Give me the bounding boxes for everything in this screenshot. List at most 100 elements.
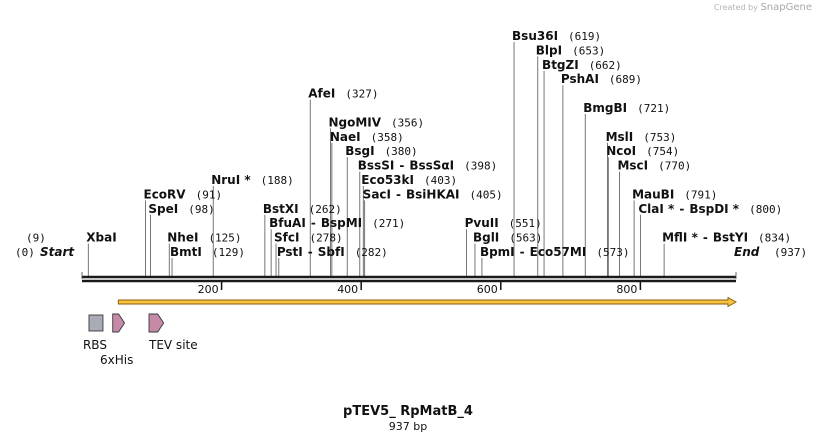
site-name[interactable]: NaeI [330,130,361,144]
site-label[interactable]: NgoMIV (356) [328,115,424,129]
site-label[interactable]: SpeI (98) [148,202,214,216]
site-name[interactable]: NruI * [211,173,251,187]
site-name[interactable]: PstI [277,245,303,259]
ruler-tick-label: 600 [477,283,498,296]
site-pair-name[interactable]: BstYI [713,231,748,245]
ruler-tick-label: 400 [337,283,358,296]
site-label[interactable]: PstI - SbfI (282) [277,245,388,259]
site-pair-separator: - [311,216,316,230]
site-label[interactable]: ClaI * - BspDI * (800) [638,202,782,216]
site-pair-name[interactable]: BspMI [321,216,362,230]
site-name[interactable]: MslI [606,130,634,144]
orf-arrow-shape[interactable] [117,296,737,308]
site-name[interactable]: NcoI [606,144,636,158]
site-name[interactable]: MflI * [662,231,698,245]
site-label[interactable]: MslI (753) [606,130,677,144]
orf-arrow[interactable] [117,296,737,308]
site-label[interactable]: PvuII (551) [465,216,542,230]
site-position: (662) [589,59,622,72]
site-label[interactable]: BpmI - Eco57MI (573) [480,245,630,259]
site-name[interactable]: SpeI [148,202,178,216]
site-label[interactable]: NruI * (188) [211,173,294,187]
site-label[interactable]: EcoRV (91) [144,187,223,201]
site-label[interactable]: Eco53kI (403) [361,173,457,187]
site-position: (98) [188,203,215,216]
site-position: (358) [371,131,404,144]
site-position: (834) [758,232,791,245]
site-label[interactable]: SacI - BsiHKAI (405) [363,187,503,201]
site-name[interactable]: BlpI [536,43,562,57]
site-label[interactable]: SfcI (278) [274,231,343,245]
start-label[interactable]: Start [40,245,75,259]
site-position: (188) [261,174,294,187]
plasmid-length: 937 bp [389,420,427,433]
site-position: (405) [470,188,503,201]
site-position: (91) [196,188,223,201]
site-position: (282) [355,246,388,259]
site-position: (356) [391,116,424,129]
site-name[interactable]: SfcI [274,231,299,245]
site-name[interactable]: BglI [473,231,499,245]
feature-rbs[interactable]: RBS [83,314,107,352]
site-name[interactable]: BfuAI [269,216,306,230]
site-name[interactable]: EcoRV [144,187,187,201]
site-name[interactable]: PshAI [561,72,599,86]
site-label[interactable]: BmgBI (721) [583,101,670,115]
site-label[interactable]: AfeI (327) [308,87,378,101]
site-label[interactable]: MscI (770) [617,159,691,173]
site-name[interactable]: Bsu36I [512,29,558,43]
site-label[interactable]: BmtI (129) [170,245,245,259]
site-label[interactable]: MflI * - BstYI (834) [662,231,791,245]
site-label[interactable]: MauBI (791) [632,187,717,201]
site-label[interactable]: BstXI (262) [263,202,342,216]
site-label[interactable]: Bsu36I (619) [512,29,601,43]
site-name[interactable]: ClaI * [638,202,675,216]
his-tag-arrow[interactable] [112,313,126,333]
site-name[interactable]: BmtI [170,245,202,259]
site-name[interactable]: NheI [167,231,198,245]
site-pair-name[interactable]: BssSαI [409,159,454,173]
site-label[interactable]: NcoI (754) [606,144,679,158]
site-name[interactable]: BstXI [263,202,299,216]
site-name[interactable]: PvuII [465,216,499,230]
end-label[interactable]: End [734,245,760,259]
feature-tev-site[interactable]: TEV site [148,313,198,352]
site-name[interactable]: BmgBI [583,101,627,115]
start-position: (0) [15,246,35,259]
rbs-box[interactable] [88,314,104,332]
site-name[interactable]: Eco53kI [361,173,414,187]
site-name[interactable]: AfeI [308,87,335,101]
feature-label: 6xHis [100,353,133,367]
site-position: (563) [509,232,542,245]
site-name[interactable]: MscI [617,159,648,173]
site-name[interactable]: BtgZI [542,58,579,72]
site-name[interactable]: SacI [363,187,391,201]
site-pair-name[interactable]: BspDI * [689,202,739,216]
site-name[interactable]: NgoMIV [328,115,381,129]
site-label[interactable]: (9) XbaI [26,231,117,245]
site-pair-name[interactable]: BsiHKAI [406,187,460,201]
credit-text: Created by [713,3,758,12]
site-label[interactable]: BfuAI - BspMI (271) [269,216,405,230]
tev-site-arrow[interactable] [148,313,165,333]
site-label[interactable]: BsgI (380) [345,144,417,158]
site-name[interactable]: BpmI [480,245,515,259]
site-label[interactable]: BlpI (653) [536,43,605,57]
feature-6xhis[interactable]: 6xHis [100,313,133,367]
site-name[interactable]: BsgI [345,144,374,158]
site-label[interactable]: NaeI (358) [330,130,404,144]
site-pair-name[interactable]: SbfI [318,245,345,259]
site-name[interactable]: XbaI [86,231,116,245]
site-position: (753) [643,131,676,144]
site-name[interactable]: MauBI [632,187,674,201]
snapgene-credit: Created by SnapGene [714,2,812,13]
site-leader-lines [87,42,665,277]
site-label[interactable]: NheI (125) [167,231,241,245]
site-label[interactable]: BssSI - BssSαI (398) [358,159,497,173]
site-name[interactable]: BssSI [358,159,395,173]
site-pair-name[interactable]: Eco57MI [530,245,587,259]
site-label[interactable]: BglI (563) [473,231,542,245]
site-label[interactable]: BtgZI (662) [542,58,622,72]
site-position: (262) [309,203,342,216]
site-label[interactable]: PshAI (689) [561,72,642,86]
